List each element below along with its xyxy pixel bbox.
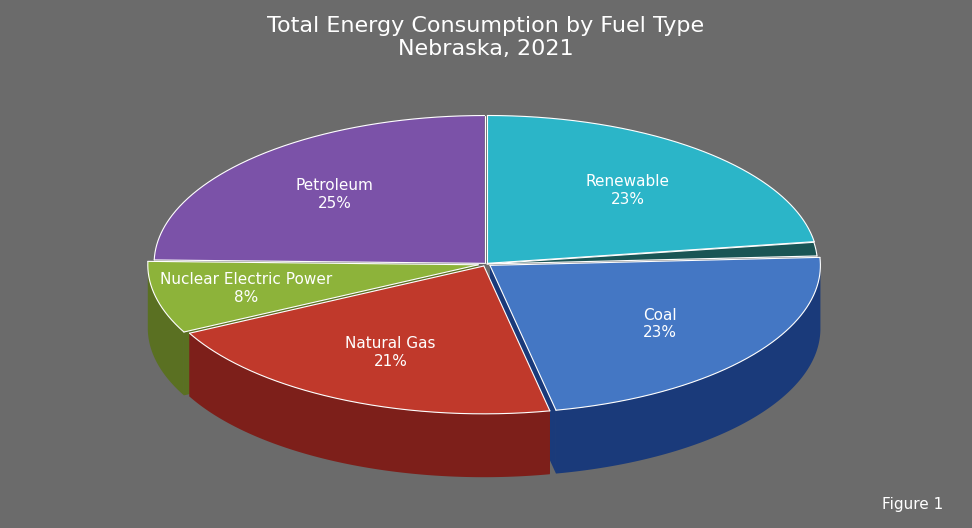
Polygon shape: [148, 265, 184, 395]
Text: Figure 1: Figure 1: [882, 497, 943, 512]
Polygon shape: [487, 116, 815, 263]
Polygon shape: [487, 242, 817, 264]
Text: Total Energy Consumption by Fuel Type
Nebraska, 2021: Total Energy Consumption by Fuel Type Ne…: [267, 16, 705, 59]
Polygon shape: [484, 266, 550, 474]
Polygon shape: [190, 333, 550, 477]
Polygon shape: [556, 266, 820, 474]
Polygon shape: [190, 266, 550, 414]
Polygon shape: [155, 116, 485, 263]
Polygon shape: [184, 265, 478, 395]
Polygon shape: [190, 266, 484, 397]
Polygon shape: [490, 266, 556, 474]
Polygon shape: [148, 261, 478, 332]
Text: Renewable
23%: Renewable 23%: [585, 174, 670, 207]
Text: Coal
23%: Coal 23%: [642, 308, 677, 341]
Text: Petroleum
25%: Petroleum 25%: [295, 178, 373, 211]
Polygon shape: [490, 257, 820, 410]
Text: Natural Gas
21%: Natural Gas 21%: [345, 336, 435, 369]
Text: Nuclear Electric Power
8%: Nuclear Electric Power 8%: [160, 272, 332, 305]
